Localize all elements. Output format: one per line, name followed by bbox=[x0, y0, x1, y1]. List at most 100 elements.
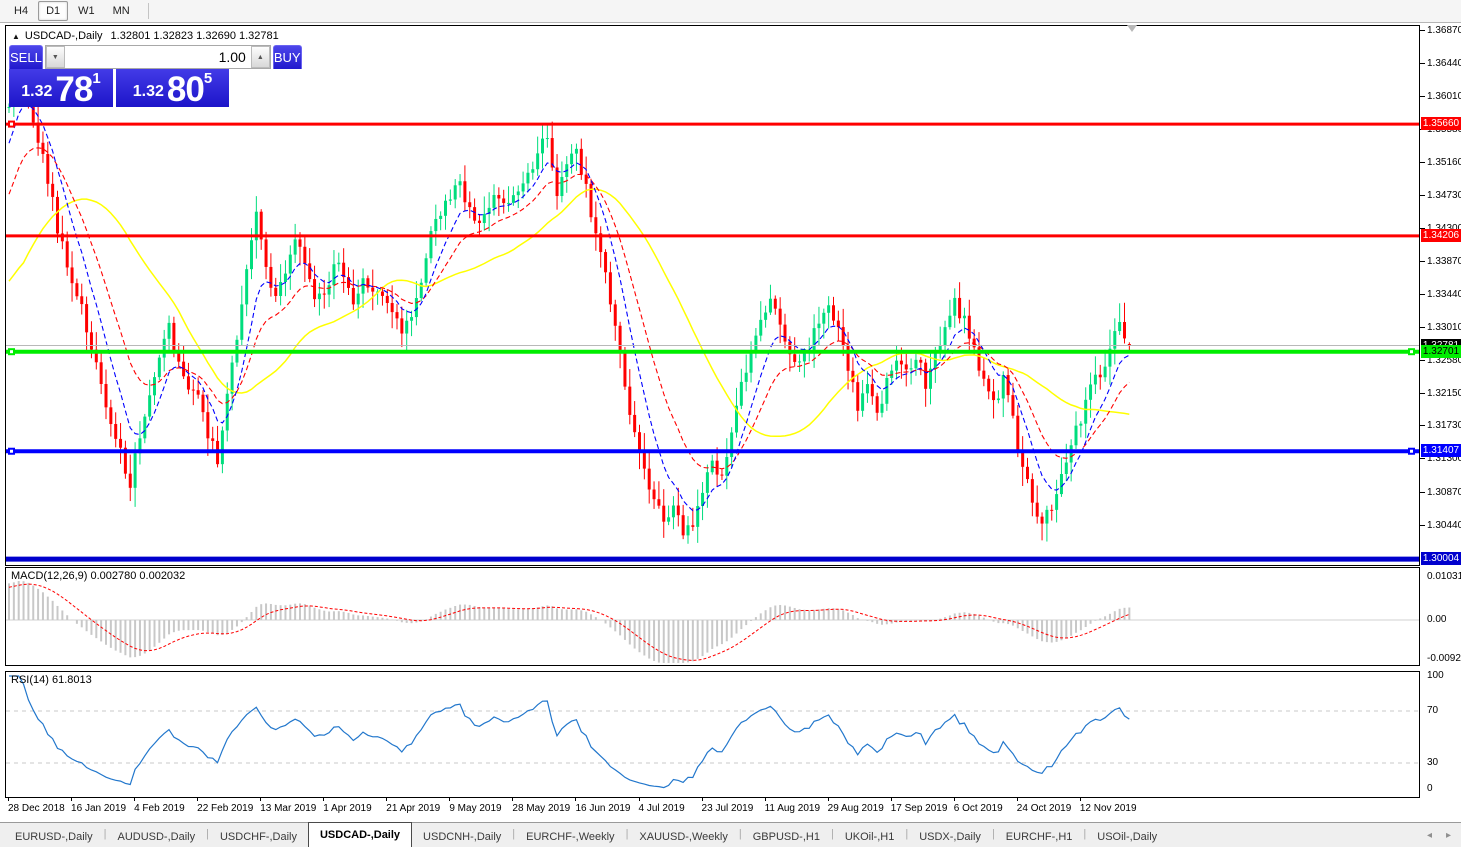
chart-tab-bar: EURUSD-,Daily | AUDUSD-,Daily | USDCHF-,Dail… bbox=[0, 822, 1461, 847]
candle bbox=[681, 504, 685, 540]
macd-histogram bbox=[8, 581, 1131, 663]
candle bbox=[119, 423, 123, 464]
macd-canvas[interactable] bbox=[6, 568, 1419, 665]
candle bbox=[1050, 504, 1054, 521]
support-line-1.32701[interactable] bbox=[6, 348, 1419, 356]
date-axis-tick-mark bbox=[953, 798, 955, 801]
date-axis-label: 28 May 2019 bbox=[512, 803, 571, 814]
price-chart-canvas[interactable] bbox=[6, 26, 1419, 565]
candle bbox=[196, 377, 200, 399]
timeframe-button-mn[interactable]: MN bbox=[112, 5, 130, 17]
sell-button[interactable]: SELL bbox=[9, 45, 43, 69]
chart-ohlc-values: 1.32801 1.32823 1.32690 1.32781 bbox=[110, 30, 279, 42]
tab-xauusd-weekly[interactable]: XAUUSD-,Weekly bbox=[639, 831, 728, 843]
candle bbox=[274, 277, 278, 302]
tab-scroll-left-icon[interactable]: ◂ bbox=[1426, 829, 1432, 841]
candle bbox=[594, 201, 598, 251]
tab-separator: | bbox=[738, 828, 742, 840]
candle bbox=[279, 264, 283, 306]
candle bbox=[924, 358, 928, 407]
candle bbox=[507, 186, 511, 212]
tab-ukoil-h1[interactable]: UKOil-,H1 bbox=[844, 831, 895, 843]
candle bbox=[735, 387, 738, 438]
candle bbox=[642, 433, 646, 480]
candle bbox=[511, 186, 515, 206]
candle bbox=[744, 354, 748, 392]
volume-decrease-button[interactable]: ▼ bbox=[45, 46, 65, 68]
tab-usdx-daily[interactable]: USDX-,Daily bbox=[919, 831, 981, 843]
date-axis-tick-mark bbox=[764, 798, 766, 801]
candle bbox=[1035, 485, 1039, 524]
price-axis-tick-mark bbox=[1420, 293, 1425, 295]
candle bbox=[1118, 303, 1122, 335]
support-line-1.31407[interactable] bbox=[6, 447, 1419, 455]
candle bbox=[371, 269, 375, 311]
tab-usdcnh-daily[interactable]: USDCNH-,Daily bbox=[423, 831, 502, 843]
resistance-line-1.35660[interactable] bbox=[6, 120, 1419, 128]
candle bbox=[764, 305, 768, 328]
price-axis-tick: 1.30870 bbox=[1427, 486, 1461, 498]
candle bbox=[293, 223, 297, 264]
candle bbox=[579, 138, 583, 180]
volume-input[interactable] bbox=[64, 46, 251, 68]
rsi-canvas[interactable] bbox=[6, 672, 1419, 797]
buy-button[interactable]: BUY bbox=[272, 45, 302, 69]
price-tag-1.31407: 1.31407 bbox=[1421, 444, 1461, 458]
candle bbox=[851, 357, 855, 393]
chart-shift-marker-icon[interactable] bbox=[1127, 25, 1137, 32]
price-axis-tick: 1.36870 bbox=[1427, 25, 1461, 36]
candle bbox=[123, 440, 127, 479]
price-axis-tick: 1.32580 bbox=[1427, 355, 1461, 366]
candle bbox=[85, 296, 89, 351]
date-axis-tick-mark bbox=[701, 798, 703, 801]
candle bbox=[80, 283, 84, 315]
timeframe-button-d1[interactable]: D1 bbox=[38, 1, 69, 21]
candle bbox=[768, 284, 772, 315]
candle bbox=[967, 299, 971, 353]
candle bbox=[749, 341, 753, 383]
candle bbox=[623, 347, 627, 390]
volume-increase-button[interactable]: ▲ bbox=[250, 46, 270, 68]
date-axis-tick-mark bbox=[638, 798, 640, 801]
candle bbox=[938, 326, 942, 359]
candle bbox=[1113, 318, 1117, 365]
tab-audusd-daily[interactable]: AUDUSD-,Daily bbox=[117, 831, 196, 843]
tab-usdcad-daily[interactable]: USDCAD-,Daily bbox=[307, 822, 413, 847]
candle bbox=[696, 489, 700, 543]
date-axis-tick-mark bbox=[260, 798, 262, 801]
tab-usdchf-daily[interactable]: USDCHF-,Daily bbox=[219, 831, 297, 843]
timeframe-button-w1[interactable]: W1 bbox=[78, 5, 95, 17]
date-axis-label: 1 Apr 2019 bbox=[323, 803, 372, 814]
candle bbox=[269, 253, 273, 297]
candle bbox=[444, 194, 447, 230]
date-axis-label: 22 Feb 2019 bbox=[197, 803, 254, 814]
sell-price-big: 78 bbox=[55, 70, 93, 109]
tab-eurusd-daily[interactable]: EURUSD-,Daily bbox=[15, 831, 93, 843]
candle bbox=[502, 189, 506, 214]
date-axis-tick-mark bbox=[449, 798, 451, 801]
date-axis-label: 24 Oct 2019 bbox=[1016, 803, 1072, 814]
candle bbox=[36, 104, 40, 156]
candle bbox=[322, 279, 326, 309]
timeframe-button-h4[interactable]: H4 bbox=[14, 5, 29, 17]
tab-scroll-right-icon[interactable]: ▸ bbox=[1445, 829, 1451, 841]
candle bbox=[691, 507, 695, 531]
date-axis-tick-mark bbox=[890, 798, 892, 801]
tab-usoil-daily[interactable]: USOil-,Daily bbox=[1097, 831, 1158, 843]
sell-price-box[interactable]: 1.32 78 1 bbox=[9, 69, 113, 107]
candle bbox=[477, 213, 481, 237]
candle bbox=[1026, 457, 1029, 484]
price-axis-tick-mark bbox=[1420, 63, 1425, 65]
tab-eurchf-weekly[interactable]: EURCHF-,Weekly bbox=[526, 831, 615, 843]
price-axis-tick: 1.32150 bbox=[1427, 388, 1461, 400]
candle bbox=[1045, 505, 1049, 542]
one-click-trading-toggle-icon[interactable]: ▲ bbox=[12, 31, 20, 41]
candle bbox=[773, 295, 777, 315]
tab-gbpusd-h1[interactable]: GBPUSD-,H1 bbox=[752, 831, 820, 843]
price-axis-tick-mark bbox=[1420, 96, 1425, 98]
buy-price-box[interactable]: 1.32 80 5 bbox=[116, 69, 229, 107]
candle bbox=[259, 209, 263, 250]
price-axis-tick: 1.33440 bbox=[1427, 288, 1461, 300]
tab-eurchf-h1[interactable]: EURCHF-,H1 bbox=[1005, 831, 1073, 843]
